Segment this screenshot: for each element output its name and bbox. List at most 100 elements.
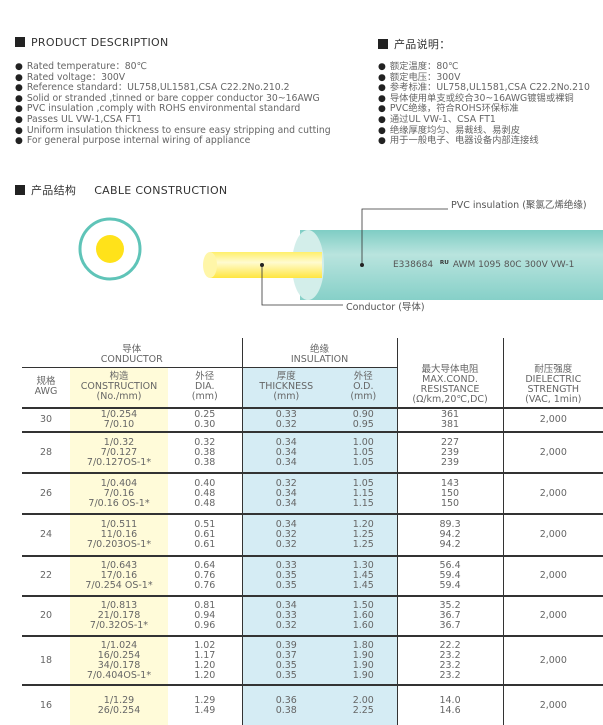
- thickness-cell: 0.32 0.34 0.34: [241, 472, 331, 514]
- text: 1.05: [352, 446, 374, 458]
- awg-header: 规格 AWG: [22, 366, 70, 408]
- od-cell: 1.00 1.05 1.05: [330, 431, 398, 473]
- text: 0.35: [275, 580, 297, 591]
- od-cell: 1.20 1.25 1.25: [330, 513, 398, 556]
- text: 1.49: [194, 704, 216, 716]
- dia-cell: 0.64 0.76 0.76: [168, 555, 243, 596]
- construction-cell: 1/0.643 17/0.16 7/0.254 OS-1*: [70, 555, 168, 596]
- description-item: 通过UL VW-1、CSA FT1: [378, 114, 590, 126]
- dia-cell: 0.81 0.94 0.96: [168, 595, 243, 636]
- thickness-cell: 0.34 0.34 0.34: [241, 431, 331, 473]
- text: 14.6: [439, 704, 461, 716]
- description-item: 绝缘厚度均匀、易裁线、易剥皮: [378, 125, 590, 137]
- text: 1.90: [352, 669, 374, 681]
- text: 94.2: [439, 539, 461, 550]
- text: 1.20: [352, 519, 374, 530]
- text: 0.38: [194, 456, 216, 468]
- awg-cell: 16: [22, 684, 70, 725]
- text: 1.50: [352, 600, 374, 611]
- awg-cell: 22: [22, 555, 70, 596]
- text: 1.80: [352, 639, 374, 651]
- dia-cell: 1.02 1.17 1.20 1.20: [168, 635, 243, 685]
- square-bullet-icon: [15, 185, 25, 195]
- construction-cell: 1/0.404 7/0.16 7/0.16 OS-1*: [70, 472, 168, 514]
- text: 23.2: [439, 649, 461, 661]
- text: 2.00: [352, 694, 374, 706]
- resistance-cell: 35.2 36.7 36.7: [396, 595, 504, 636]
- text: 1.90: [352, 659, 374, 671]
- text: 11/0.16: [100, 529, 138, 540]
- text: 94.2: [439, 529, 461, 540]
- construction-cell: 1/0.813 21/0.178 7/0.32OS-1*: [70, 595, 168, 636]
- text: MAX.COND.: [422, 374, 478, 385]
- text: 59.4: [439, 580, 461, 591]
- text: 绝缘: [310, 343, 330, 355]
- text: 7/0.203OS-1*: [86, 539, 152, 550]
- text: 1.25: [352, 529, 374, 540]
- description-item: Rated voltage：300V: [15, 72, 331, 84]
- product-description-heading: PRODUCT DESCRIPTION: [15, 36, 169, 49]
- description-item: Reference standard：UL758,UL1581,CSA C22.…: [15, 83, 331, 94]
- table-row: 16 1/1.29 26/0.254 1.29 1.49 0.36 0.38 2.00 2.25…: [22, 684, 603, 725]
- od-cell: 1.30 1.45 1.45: [330, 555, 398, 596]
- text: 1.90: [352, 649, 374, 661]
- text: 0.32: [275, 620, 297, 631]
- text: 0.96: [194, 620, 216, 631]
- text: 0.33: [275, 560, 297, 571]
- conductor-group-header: 导体 CONDUCTOR: [22, 338, 242, 367]
- resistance-cell: 22.2 23.2 23.2 23.2: [396, 635, 504, 685]
- awg-cell: 18: [22, 635, 70, 685]
- od-cell: 1.05 1.15 1.15: [330, 472, 398, 514]
- text: 1.60: [352, 610, 374, 621]
- text: 1.20: [194, 669, 216, 681]
- description-item: Solid or stranded ,tinned or bare copper…: [15, 93, 331, 105]
- text: 21/0.178: [97, 610, 141, 621]
- text: 1/0.32: [103, 436, 135, 448]
- dia-cell: 0.32 0.38 0.38: [168, 431, 243, 473]
- text: 7/0.10: [103, 419, 135, 430]
- text: 最大导体电阻: [421, 364, 479, 375]
- description-list-en: Rated temperature：80℃Rated voltage：300VR…: [15, 61, 331, 147]
- od-cell: 1.80 1.90 1.90 1.90: [330, 635, 398, 685]
- construction-cell: 1/0.254 7/0.10: [70, 407, 168, 432]
- dielectric-cell: 2,000: [502, 472, 603, 514]
- text: 1.00: [352, 436, 374, 448]
- text: 7/0.254 OS-1*: [85, 580, 153, 591]
- text: 0.37: [275, 649, 297, 661]
- text: 0.64: [194, 560, 216, 571]
- text: 1.05: [352, 456, 374, 468]
- text: 0.34: [275, 436, 297, 448]
- text: 1.02: [194, 639, 216, 651]
- text: 22.2: [439, 639, 461, 651]
- text: 7/0.16: [103, 487, 135, 499]
- cable-construction-heading: 产品结构 CABLE CONSTRUCTION: [15, 182, 227, 198]
- table-row: 24 1/0.511 11/0.16 7/0.203OS-1* 0.51 0.61 0.61…: [22, 513, 603, 556]
- text: (mm): [350, 391, 377, 403]
- table-row: 18 1/1.024 16/0.254 34/0.178 7/0.404OS-1* 1.0…: [22, 635, 603, 685]
- text: 227: [440, 436, 460, 448]
- text: THICKNESS: [259, 381, 314, 393]
- text: 1/0.643: [100, 560, 138, 571]
- description-item: Rated temperature：80℃: [15, 61, 331, 73]
- text: 34/0.178: [97, 659, 141, 671]
- text: 0.39: [275, 639, 297, 651]
- text: 0.32: [275, 529, 297, 540]
- text: 0.25: [194, 409, 216, 420]
- text: 规格: [36, 376, 56, 388]
- dielectric-cell: 2,000: [502, 555, 603, 596]
- text: 0.48: [194, 497, 216, 509]
- text: 1.17: [194, 649, 216, 661]
- construction-cell: 1/0.511 11/0.16 7/0.203OS-1*: [70, 513, 168, 556]
- table-row: 20 1/0.813 21/0.178 7/0.32OS-1* 0.81 0.94 0.96…: [22, 595, 603, 636]
- text: STRENGTH: [527, 384, 580, 395]
- text: AWG: [34, 386, 58, 398]
- text: 1/0.511: [100, 519, 138, 530]
- text: 1/0.404: [100, 477, 138, 489]
- text: 外径: [195, 371, 215, 383]
- text: 导体: [122, 343, 142, 355]
- text: INSULATION: [290, 353, 349, 365]
- insulation-group-header: 绝缘 INSULATION: [241, 338, 398, 367]
- construction-cell: 1/1.024 16/0.254 34/0.178 7/0.404OS-1*: [70, 635, 168, 685]
- text: 0.40: [194, 477, 216, 489]
- description-item: 用于一般电子、电器设备内部连接线: [378, 136, 590, 147]
